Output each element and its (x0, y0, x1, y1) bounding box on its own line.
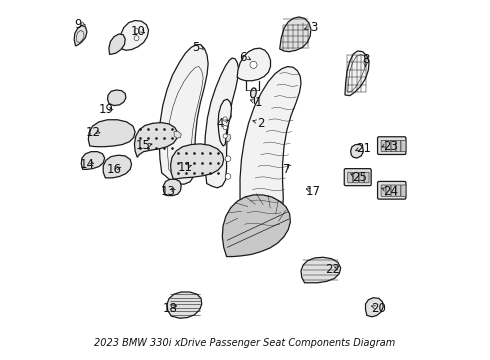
FancyBboxPatch shape (391, 185, 396, 196)
Circle shape (225, 174, 231, 179)
FancyBboxPatch shape (401, 185, 406, 196)
Text: 6: 6 (239, 51, 246, 64)
Text: 3: 3 (310, 21, 317, 34)
Polygon shape (240, 67, 301, 237)
Polygon shape (301, 257, 341, 283)
Text: 15: 15 (136, 139, 151, 152)
Text: 16: 16 (106, 163, 122, 176)
Text: 19: 19 (98, 103, 114, 116)
Polygon shape (351, 145, 364, 158)
Text: 21: 21 (357, 142, 371, 155)
Circle shape (225, 156, 231, 162)
Polygon shape (120, 21, 148, 50)
Polygon shape (107, 90, 126, 105)
FancyBboxPatch shape (378, 181, 406, 199)
Polygon shape (164, 179, 181, 195)
Text: 8: 8 (362, 53, 369, 66)
FancyBboxPatch shape (378, 137, 406, 154)
Polygon shape (280, 17, 311, 52)
FancyBboxPatch shape (353, 172, 358, 183)
Text: 7: 7 (283, 163, 290, 176)
Text: 10: 10 (130, 24, 146, 38)
Circle shape (134, 29, 139, 33)
Circle shape (223, 125, 227, 130)
Polygon shape (251, 88, 256, 98)
Text: 2: 2 (257, 117, 265, 130)
Polygon shape (174, 131, 181, 138)
Circle shape (223, 117, 227, 121)
Polygon shape (88, 120, 135, 147)
Polygon shape (345, 51, 369, 96)
Polygon shape (225, 113, 232, 121)
Polygon shape (81, 152, 105, 169)
FancyBboxPatch shape (364, 172, 369, 183)
Polygon shape (109, 34, 125, 54)
Polygon shape (222, 195, 291, 257)
Polygon shape (237, 48, 270, 81)
Circle shape (134, 36, 139, 41)
FancyBboxPatch shape (396, 140, 401, 152)
Polygon shape (167, 292, 202, 318)
Text: 20: 20 (371, 302, 386, 315)
FancyBboxPatch shape (396, 185, 401, 196)
Text: 22: 22 (325, 263, 340, 276)
FancyBboxPatch shape (381, 140, 386, 152)
Polygon shape (103, 155, 132, 178)
Text: 2023 BMW 330i xDrive Passenger Seat Components Diagram: 2023 BMW 330i xDrive Passenger Seat Comp… (95, 338, 395, 348)
FancyBboxPatch shape (344, 168, 371, 186)
FancyBboxPatch shape (391, 140, 396, 152)
Text: 23: 23 (383, 140, 398, 153)
FancyBboxPatch shape (359, 172, 364, 183)
FancyBboxPatch shape (386, 185, 391, 196)
Polygon shape (205, 58, 239, 188)
FancyBboxPatch shape (401, 140, 406, 152)
Polygon shape (366, 298, 383, 317)
Text: 18: 18 (162, 302, 177, 315)
FancyBboxPatch shape (381, 185, 386, 196)
Text: 4: 4 (217, 117, 224, 130)
Text: 12: 12 (86, 126, 101, 139)
Text: 14: 14 (79, 158, 95, 171)
Circle shape (223, 134, 227, 138)
Polygon shape (171, 144, 224, 179)
Text: 9: 9 (74, 18, 82, 31)
Polygon shape (134, 123, 178, 157)
Polygon shape (224, 134, 231, 142)
Text: 5: 5 (193, 41, 200, 54)
FancyBboxPatch shape (348, 172, 353, 183)
Text: 13: 13 (160, 185, 175, 198)
Text: 24: 24 (383, 185, 398, 198)
Text: 17: 17 (306, 185, 321, 198)
Text: 25: 25 (352, 171, 367, 184)
Polygon shape (159, 45, 208, 184)
Text: 11: 11 (177, 161, 192, 174)
Circle shape (250, 61, 257, 68)
Text: 1: 1 (255, 96, 262, 109)
FancyBboxPatch shape (386, 140, 391, 152)
Polygon shape (218, 99, 232, 146)
Polygon shape (74, 26, 87, 46)
